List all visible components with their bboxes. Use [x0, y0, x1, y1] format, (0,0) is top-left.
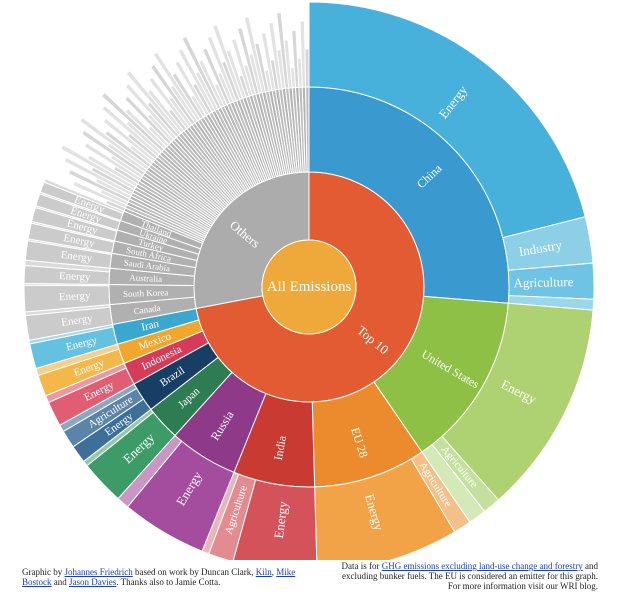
credits-left: Graphic by Johannes Friedrich based on w…	[22, 567, 312, 587]
kiln-link[interactable]: Kiln	[255, 567, 272, 577]
credit-text: and excluding bunker fuels. The EU is co…	[341, 561, 598, 591]
ring-sector-minor[interactable]	[304, 48, 310, 88]
credit-text: and	[51, 577, 70, 587]
credit-text: Graphic by	[22, 567, 65, 577]
mike-bostock-link[interactable]: Mike Bostock	[22, 567, 296, 587]
center-disc[interactable]	[261, 239, 357, 335]
sunburst-chart: Top 10ChinaEnergyIndustryAgricultureUnit…	[23, 1, 595, 560]
ring-sector-eu-28-energy[interactable]	[314, 458, 456, 560]
credit-text: ,	[271, 567, 277, 577]
center-label: All Emissions	[267, 279, 352, 295]
ghg-emissions-link[interactable]: GHG emissions excluding land-use change …	[381, 561, 583, 571]
jason-davies-link[interactable]: Jason Davies	[69, 577, 117, 587]
credit-text: based on work by Duncan Clark,	[132, 567, 256, 577]
credit-text: Data is for	[341, 561, 382, 571]
credits-right: Data is for GHG emissions excluding land…	[330, 561, 598, 591]
johannes-friedrich-link[interactable]: Johannes Friedrich	[64, 567, 133, 577]
credit-text: . Thanks also to Jamie Cotta.	[116, 577, 221, 587]
